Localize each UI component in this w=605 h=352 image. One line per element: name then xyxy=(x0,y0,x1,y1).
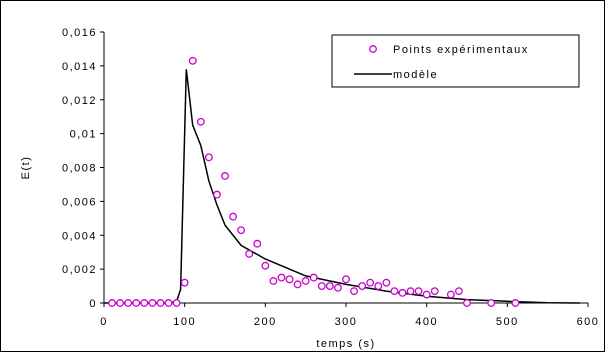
x-tick-label: 300 xyxy=(335,316,358,328)
data-point xyxy=(108,299,117,307)
data-point xyxy=(382,278,391,287)
data-point xyxy=(124,299,133,307)
data-point xyxy=(253,239,262,248)
y-tick-label: 0,002 xyxy=(62,264,97,276)
data-point xyxy=(164,299,173,307)
y-axis-title: E(t) xyxy=(20,156,32,180)
y-tick-label: 0,004 xyxy=(62,230,97,242)
data-point xyxy=(350,287,359,296)
data-point xyxy=(212,190,221,199)
data-point xyxy=(366,278,375,287)
data-point xyxy=(374,282,383,291)
data-point xyxy=(398,288,407,297)
data-point xyxy=(430,287,439,296)
x-tick-label: 400 xyxy=(415,316,438,328)
data-point xyxy=(317,282,326,291)
data-point xyxy=(269,277,278,285)
x-tick-label: 200 xyxy=(254,316,277,328)
data-point xyxy=(511,299,520,307)
data-point xyxy=(293,280,302,289)
data-point xyxy=(204,153,213,162)
legend-marker-points xyxy=(369,45,377,53)
data-point xyxy=(342,275,350,284)
data-point xyxy=(446,290,455,299)
legend-label-points: Points expérimentaux xyxy=(393,44,529,56)
data-point xyxy=(285,275,294,284)
data-point xyxy=(221,172,229,180)
data-point xyxy=(277,273,286,282)
series-layer xyxy=(104,56,580,307)
data-point xyxy=(156,299,165,307)
data-point xyxy=(325,282,334,291)
x-tick-label: 0 xyxy=(100,316,108,328)
y-tick-label: 0,006 xyxy=(62,196,97,208)
data-point xyxy=(188,56,197,65)
legend-label-model: modèle xyxy=(393,69,438,81)
data-point xyxy=(196,117,205,126)
y-tick-label: 0 xyxy=(89,298,97,310)
data-point xyxy=(172,299,181,307)
data-point xyxy=(358,282,367,291)
legend-box xyxy=(331,34,580,88)
y-tick-label: 0,016 xyxy=(62,27,97,39)
data-point xyxy=(132,299,141,307)
data-point xyxy=(180,278,189,287)
y-tick-label: 0,012 xyxy=(62,95,97,107)
data-point xyxy=(414,287,423,296)
data-point xyxy=(261,261,270,270)
data-point xyxy=(454,287,463,296)
x-tick-label: 500 xyxy=(496,316,519,328)
y-axis-ticks: 0 0,002 0,004 0,006 0,008 0,01 0,012 0,014 0,016 xyxy=(62,27,104,310)
data-point xyxy=(309,273,318,282)
data-point xyxy=(406,287,415,296)
data-point xyxy=(463,299,471,307)
y-tick-label: 0,008 xyxy=(62,163,97,175)
y-tick-label: 0,01 xyxy=(70,129,97,141)
data-point xyxy=(245,249,254,258)
data-point xyxy=(301,277,310,285)
x-tick-label: 600 xyxy=(577,316,600,328)
data-point xyxy=(140,299,149,307)
data-point xyxy=(333,283,342,292)
legend: Points expérimentaux modèle xyxy=(331,34,580,88)
x-tick-label: 100 xyxy=(173,316,196,328)
model-line xyxy=(104,69,580,304)
data-point xyxy=(116,299,125,307)
data-point xyxy=(422,290,431,299)
x-axis-title: temps (s) xyxy=(316,338,375,350)
y-tick-label: 0,014 xyxy=(62,61,97,73)
data-point xyxy=(229,212,238,221)
data-point xyxy=(148,299,157,307)
data-point xyxy=(237,226,246,235)
data-point xyxy=(487,299,496,307)
x-axis-ticks: 0 100 200 300 400 500 600 xyxy=(100,303,600,328)
data-point xyxy=(390,287,399,296)
